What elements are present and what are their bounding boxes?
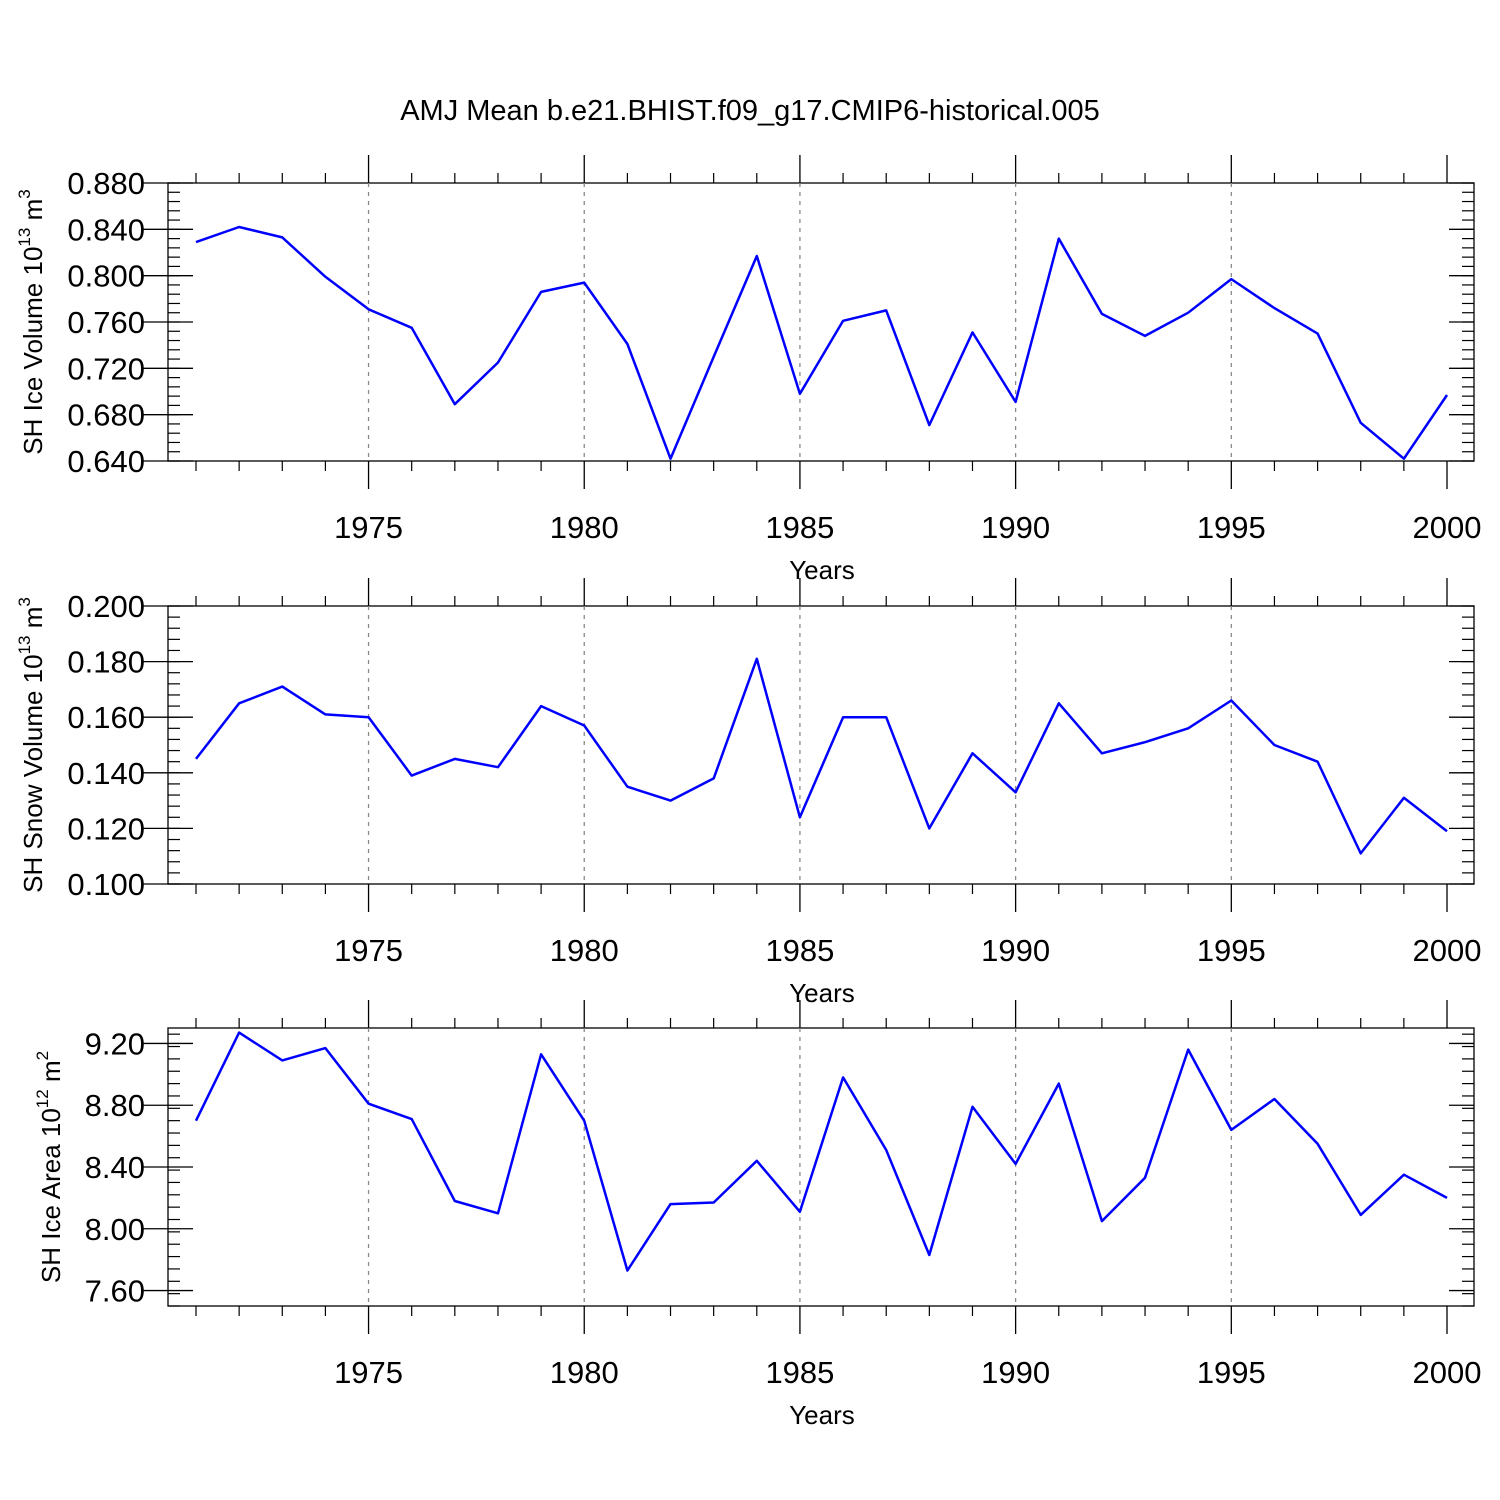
- x-tick-label: 2000: [1413, 933, 1482, 968]
- x-axis-ticks: 1975 1980 1985 1990 1995 2000: [334, 155, 1481, 545]
- x-tick-label: 1990: [981, 933, 1050, 968]
- x-tick-label: 1995: [1197, 510, 1266, 545]
- series-line: [194, 1031, 1448, 1272]
- y-tick-label: 0.200: [67, 589, 145, 624]
- y-tick-label: 8.40: [85, 1150, 145, 1185]
- y-tick-label: 0.760: [67, 305, 145, 340]
- y-axis-ticks: 7.60 8.00 8.40 8.80 9.20: [85, 1026, 1474, 1309]
- x-tick-label: 1985: [765, 1355, 834, 1390]
- panel-ice-volume: 0.640 0.680 0.720 0.760 0.800 0.840 0.880 1975…: [15, 155, 1481, 585]
- y-tick-label: 0.840: [67, 212, 145, 247]
- x-tick-label: 1990: [981, 510, 1050, 545]
- y-tick-label: 0.160: [67, 700, 145, 735]
- x-tick-label: 2000: [1413, 510, 1482, 545]
- x-tick-label: 1975: [334, 933, 403, 968]
- minor-ticks: [168, 596, 1474, 894]
- y-axis-label: SH Ice Volume 1013 m3: [15, 189, 48, 454]
- y-tick-label: 9.20: [85, 1026, 145, 1061]
- y-tick-label: 8.00: [85, 1212, 145, 1247]
- x-tick-label: 1975: [334, 1355, 403, 1390]
- x-gridlines: [367, 183, 1232, 461]
- x-axis-ticks: 1975 1980 1985 1990 1995 2000: [334, 1000, 1481, 1390]
- x-tick-label: 1980: [550, 933, 619, 968]
- series-line: [195, 657, 1448, 855]
- x-tick-label: 1995: [1197, 1355, 1266, 1390]
- y-tick-label: 0.800: [67, 259, 145, 294]
- panel-ice-area: 7.60 8.00 8.40 8.80 9.20 1975 1980 1985 1990 199…: [33, 1000, 1481, 1430]
- y-tick-label: 0.720: [67, 351, 145, 386]
- series-line: [195, 225, 1449, 460]
- y-tick-label: 0.100: [67, 867, 145, 902]
- y-tick-label: 0.640: [67, 444, 145, 479]
- y-tick-label: 0.880: [67, 166, 145, 201]
- y-axis-ticks: 0.640 0.680 0.720 0.760 0.800 0.840 0.880: [67, 166, 1474, 479]
- x-tick-label: 2000: [1413, 1355, 1482, 1390]
- x-gridlines: [367, 1028, 1232, 1306]
- x-axis-label: Years: [789, 1400, 855, 1430]
- plot-frame: [167, 1027, 1475, 1307]
- y-axis-ticks: 0.100 0.120 0.140 0.160 0.180 0.200: [67, 589, 1474, 902]
- plot-frame: [167, 182, 1475, 462]
- y-axis-label: SH Snow Volume 1013 m3: [15, 597, 48, 893]
- x-axis-label: Years: [789, 555, 855, 585]
- y-tick-label: 0.180: [67, 645, 145, 680]
- y-tick-label: 8.80: [85, 1088, 145, 1123]
- x-tick-label: 1980: [550, 510, 619, 545]
- minor-ticks: [168, 1018, 1474, 1316]
- y-tick-label: 7.60: [85, 1274, 145, 1309]
- plot-frame: [167, 605, 1475, 885]
- y-tick-label: 0.120: [67, 811, 145, 846]
- x-tick-label: 1985: [765, 933, 834, 968]
- x-gridlines: [367, 606, 1232, 884]
- x-tick-label: 1975: [334, 510, 403, 545]
- chart-title: AMJ Mean b.e21.BHIST.f09_g17.CMIP6-histo…: [400, 95, 1100, 127]
- x-axis-ticks: 1975 1980 1985 1990 1995 2000: [334, 578, 1481, 968]
- x-axis-label: Years: [789, 978, 855, 1008]
- x-tick-label: 1980: [550, 1355, 619, 1390]
- minor-ticks: [168, 173, 1474, 471]
- x-tick-label: 1990: [981, 1355, 1050, 1390]
- x-tick-label: 1985: [765, 510, 834, 545]
- y-tick-label: 0.140: [67, 756, 145, 791]
- y-axis-label: SH Ice Area 1012 m2: [33, 1051, 66, 1283]
- y-tick-label: 0.680: [67, 398, 145, 433]
- x-tick-label: 1995: [1197, 933, 1266, 968]
